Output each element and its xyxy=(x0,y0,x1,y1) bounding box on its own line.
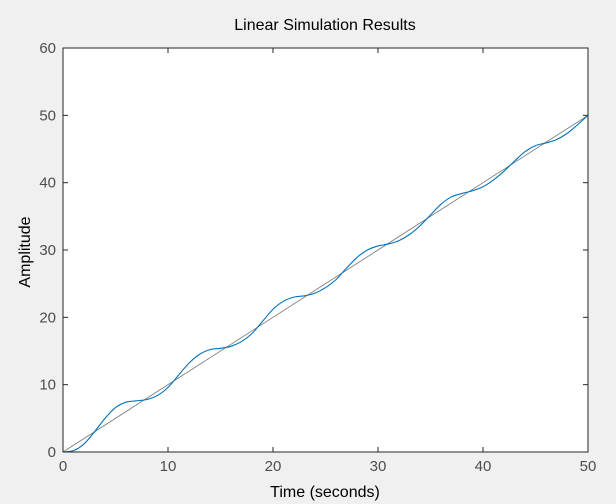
y-tick-label: 50 xyxy=(39,107,56,124)
x-tick-label: 0 xyxy=(59,458,67,475)
y-tick-label: 0 xyxy=(48,444,56,461)
response-line xyxy=(62,114,589,453)
y-tick-label: 10 xyxy=(39,377,56,394)
input-signal-line xyxy=(62,114,589,453)
x-tick-label: 50 xyxy=(580,458,597,475)
y-tick-label: 30 xyxy=(39,242,56,259)
x-tick-label: 40 xyxy=(475,458,492,475)
y-tick-label: 20 xyxy=(39,309,56,326)
series-layer xyxy=(62,114,589,453)
y-tick-label: 60 xyxy=(39,40,56,57)
chart-title: Linear Simulation Results xyxy=(234,17,415,34)
x-tick-label: 20 xyxy=(265,458,282,475)
x-axis-label: Time (seconds) xyxy=(270,484,380,501)
plot-border xyxy=(62,47,589,453)
plot-area xyxy=(63,48,588,452)
axis-ticks: 0 10 20 30 40 50 0 10 20 30 40 50 60 xyxy=(39,40,596,475)
y-tick-label: 40 xyxy=(39,175,56,192)
x-tick-label: 10 xyxy=(160,458,177,475)
x-tick-label: 30 xyxy=(370,458,387,475)
y-axis-label: Amplitude xyxy=(17,216,34,287)
